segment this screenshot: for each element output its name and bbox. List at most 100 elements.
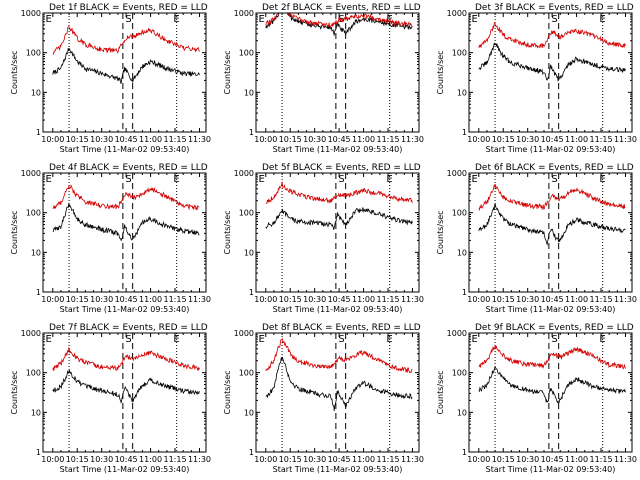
x-tick-label: 10:30 (303, 295, 326, 304)
series-line-events (265, 207, 413, 230)
x-axis-label: Start Time (11-Mar-02 09:53:40) (273, 305, 403, 314)
y-tick-label: 1000 (234, 9, 254, 18)
y-tick-label: 100 (26, 49, 41, 58)
y-axis-label: Counts/sec (223, 370, 232, 414)
x-tick-label: 11:30 (401, 295, 424, 304)
series-line-lld (265, 13, 413, 28)
y-tick-label: 100 (452, 209, 467, 218)
panel-title: Det 4f BLACK = Events, RED = LLD (49, 163, 208, 173)
x-tick-label: 11:15 (163, 455, 186, 464)
panel-det-8: Det 8f BLACK = Events, RED = LLD 1 10 100 10… (223, 323, 424, 474)
plot-frame (255, 172, 420, 293)
y-tick-label: 10 (457, 408, 467, 417)
panel-title: Det 1f BLACK = Events, RED = LLD (49, 3, 208, 13)
y-tick-label: 1 (249, 448, 254, 457)
x-tick-label: 11:15 (589, 295, 612, 304)
series-line-lld (52, 346, 200, 372)
x-tick-label: 10:45 (328, 455, 351, 464)
series-line-lld (478, 183, 626, 212)
y-axis-label: Counts/sec (10, 50, 19, 94)
y-tick-label: 10 (244, 88, 254, 97)
panel-title: Det 9f BLACK = Events, RED = LLD (475, 323, 634, 333)
plot-frame (42, 12, 207, 133)
series-line-events (478, 203, 626, 246)
x-tick-label: 10:45 (541, 135, 564, 144)
x-tick-label: 10:30 (516, 455, 539, 464)
x-tick-label: 10:15 (492, 135, 515, 144)
x-tick-label: 11:15 (589, 135, 612, 144)
x-tick-label: 10:30 (90, 455, 113, 464)
y-tick-label: 1000 (234, 329, 254, 338)
series-line-lld (52, 184, 200, 211)
y-tick-label: 100 (26, 369, 41, 378)
panel-det-6: Det 6f BLACK = Events, RED = LLD 1 10 100 10… (436, 163, 637, 314)
x-tick-label: 10:45 (541, 455, 564, 464)
series-line-lld (478, 21, 626, 49)
panel-det-9: Det 9f BLACK = Events, RED = LLD 1 10 100 10… (436, 323, 637, 474)
y-tick-label: 1000 (447, 169, 467, 178)
marker-letter: E (45, 174, 51, 185)
y-tick-label: 100 (239, 369, 254, 378)
y-tick-label: 100 (26, 209, 41, 218)
x-axis-label: Start Time (11-Mar-02 09:53:40) (60, 305, 190, 314)
x-tick-label: 11:30 (188, 295, 211, 304)
x-tick-label: 11:00 (139, 295, 162, 304)
series-line-events (52, 202, 200, 241)
panel-det-3: Det 3f BLACK = Events, RED = LLD 1 10 100 10… (436, 3, 637, 154)
y-tick-label: 1 (249, 128, 254, 137)
y-tick-label: 1000 (447, 9, 467, 18)
marker-letter: E (599, 174, 605, 185)
y-tick-label: 1000 (21, 9, 41, 18)
plot-frame (255, 332, 420, 453)
x-tick-label: 11:00 (565, 295, 588, 304)
y-tick-label: 100 (239, 209, 254, 218)
y-tick-label: 1 (462, 448, 467, 457)
y-tick-label: 1000 (21, 329, 41, 338)
x-tick-label: 10:15 (279, 455, 302, 464)
x-tick-label: 11:30 (614, 455, 637, 464)
panel-title: Det 2f BLACK = Events, RED = LLD (262, 3, 421, 13)
x-tick-label: 11:30 (614, 295, 637, 304)
y-tick-label: 10 (31, 248, 41, 257)
y-tick-label: 1 (249, 288, 254, 297)
marker-letter: E (45, 14, 51, 25)
y-tick-label: 100 (239, 49, 254, 58)
x-tick-label: 11:00 (352, 455, 375, 464)
plot-frame (255, 12, 420, 133)
x-tick-label: 10:15 (279, 295, 302, 304)
panel-det-1: Det 1f BLACK = Events, RED = LLD 1 10 100 10… (10, 3, 211, 154)
x-tick-label: 10:45 (115, 135, 138, 144)
panel-det-4: Det 4f BLACK = Events, RED = LLD 1 10 100 10… (10, 163, 211, 314)
x-tick-label: 11:15 (163, 135, 186, 144)
marker-letter: S (125, 174, 131, 185)
plot-frame (42, 172, 207, 293)
y-tick-label: 1000 (21, 169, 41, 178)
y-axis-label: Counts/sec (436, 50, 445, 94)
x-tick-label: 11:00 (565, 135, 588, 144)
panel-title: Det 7f BLACK = Events, RED = LLD (49, 323, 208, 333)
marker-letter: E (45, 334, 51, 345)
y-tick-label: 10 (31, 408, 41, 417)
x-tick-label: 10:00 (41, 135, 64, 144)
x-tick-label: 10:00 (467, 295, 490, 304)
series-line-lld (265, 181, 413, 205)
x-tick-label: 11:15 (376, 135, 399, 144)
marker-letter: E (173, 334, 179, 345)
x-tick-label: 10:15 (492, 295, 515, 304)
x-tick-label: 10:30 (90, 135, 113, 144)
x-tick-label: 10:30 (516, 135, 539, 144)
x-tick-label: 10:00 (467, 455, 490, 464)
marker-letter: S (338, 174, 344, 185)
x-axis-label: Start Time (11-Mar-02 09:53:40) (486, 305, 616, 314)
y-tick-label: 10 (244, 248, 254, 257)
marker-letter: E (599, 334, 605, 345)
marker-letter: E (258, 174, 264, 185)
marker-letter: S (338, 334, 344, 345)
x-tick-label: 11:00 (352, 295, 375, 304)
y-axis-label: Counts/sec (10, 210, 19, 254)
marker-letter: E (386, 334, 392, 345)
x-tick-label: 10:00 (41, 455, 64, 464)
panel-title: Det 3f BLACK = Events, RED = LLD (475, 3, 634, 13)
series-line-lld (478, 345, 626, 370)
marker-letter: S (125, 334, 131, 345)
